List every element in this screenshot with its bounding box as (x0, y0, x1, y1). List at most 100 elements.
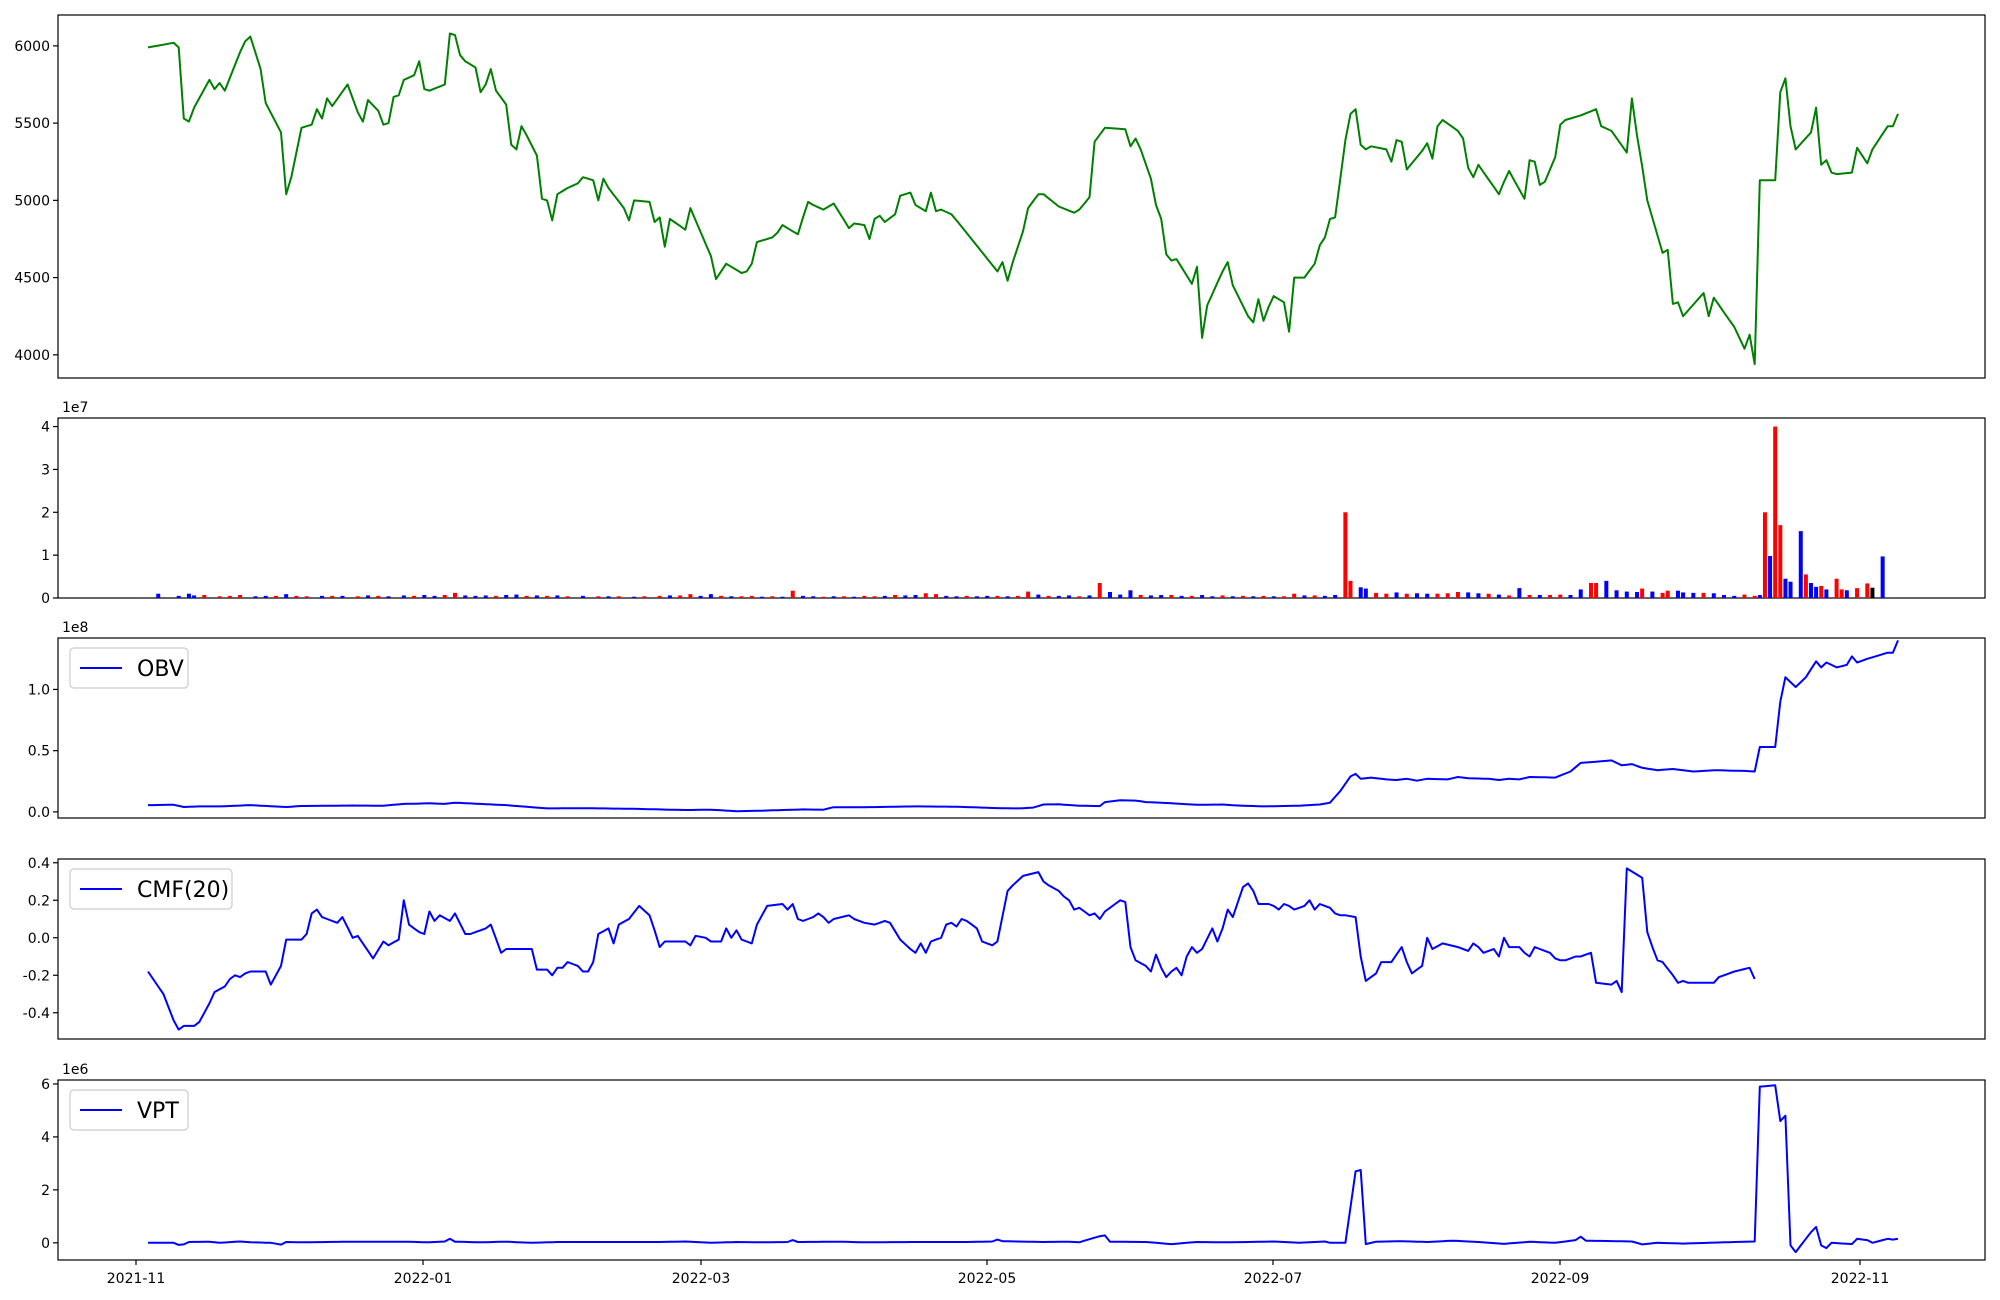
x-tick-label: 2022-01 (394, 1271, 453, 1287)
volume-bar (1691, 592, 1696, 598)
volume-bar (319, 595, 324, 598)
volume-bar (1701, 592, 1706, 598)
volume-bar (1788, 581, 1793, 598)
volume-bar (483, 595, 488, 598)
volume-bar (678, 595, 683, 598)
x-tick-label: 2022-03 (672, 1271, 731, 1287)
volume-bar (1189, 595, 1194, 598)
volume-bar (1404, 593, 1409, 598)
volume-bar (1015, 595, 1020, 598)
volume-bar (534, 595, 539, 598)
volume-bar (273, 595, 278, 598)
vpt-legend: VPT (69, 1089, 189, 1131)
volume-bar (453, 592, 458, 598)
volume-bar (1517, 588, 1522, 598)
volume-bar (1537, 595, 1542, 598)
volume-bar (1046, 595, 1051, 598)
volume-bar (504, 595, 509, 598)
volume-bar (1118, 594, 1123, 598)
volume-bar (1578, 589, 1583, 598)
volume-bar (1230, 596, 1235, 598)
volume-bar (811, 596, 816, 598)
volume-bar (1839, 589, 1844, 598)
volume-bar (780, 596, 785, 598)
volume-bar (1159, 595, 1164, 598)
volume-bar (1824, 589, 1829, 598)
volume-bar (1604, 580, 1609, 598)
volume-bar (632, 596, 637, 598)
volume-bar (294, 595, 299, 598)
price-y-tick-label: 5500 (14, 116, 50, 132)
volume-bar (1026, 591, 1031, 598)
x-tick-label: 2022-07 (1244, 1271, 1303, 1287)
volume-bar (1435, 593, 1440, 598)
volume-bar (1681, 592, 1686, 598)
volume-bar (1732, 595, 1737, 598)
volume-bar (1711, 593, 1716, 598)
volume-bar (642, 596, 647, 598)
volume-bar (186, 593, 191, 598)
volume-bar (1476, 593, 1481, 598)
volume-bar (1077, 596, 1082, 598)
volume-bar (1640, 588, 1645, 598)
obv-legend-label: OBV (137, 657, 184, 682)
volume-bar (739, 596, 744, 598)
cmf-y-tick-label: 0.2 (28, 893, 50, 909)
volume-bar (596, 596, 601, 598)
cmf-y-tick-label: 0.0 (28, 931, 50, 947)
price-axes-frame (57, 14, 1986, 379)
volume-bar (386, 596, 391, 598)
price-y-tick-label: 5000 (14, 193, 50, 209)
volume-bar (1814, 586, 1819, 598)
x-tick-label: 2022-09 (1531, 1271, 1590, 1287)
volume-bar (1834, 578, 1839, 598)
volume-bar (1798, 531, 1803, 598)
volume-bar (760, 596, 765, 598)
volume-bar (719, 595, 724, 598)
volume-bar (442, 595, 447, 598)
volume-bar (1773, 426, 1778, 598)
vpt-y-tick-label: 4 (41, 1130, 50, 1146)
volume-bar (463, 595, 468, 598)
volume-bar (1220, 595, 1225, 598)
volume-bar (1281, 596, 1286, 598)
volume-bar (1752, 595, 1757, 598)
volume-bar (545, 595, 550, 598)
volume-bar (1056, 595, 1061, 598)
volume-bar (841, 596, 846, 598)
volume-bar (1251, 596, 1256, 598)
volume-bar (1169, 595, 1174, 598)
volume-bar (1870, 587, 1875, 598)
vpt-series-line (148, 1084, 1899, 1254)
vpt-y-tick-label: 2 (41, 1183, 50, 1199)
volume-bar (1005, 596, 1010, 598)
volume-y-tick-label: 0 (41, 591, 50, 607)
volume-bar (192, 595, 197, 598)
volume-bar (1650, 591, 1655, 598)
cmf-series-line (147, 867, 1756, 1031)
volume-bar (1865, 583, 1870, 598)
volume-bar (227, 595, 232, 598)
volume-bar (1333, 595, 1338, 598)
volume-bar (708, 594, 713, 598)
volume-bar (852, 596, 857, 598)
volume-bar (1148, 595, 1153, 598)
volume-bar (1302, 595, 1307, 598)
volume-bar (985, 595, 990, 598)
volume-bar (770, 596, 775, 598)
volume-bar (1128, 590, 1133, 598)
obv-series-line (148, 640, 1899, 813)
obv-legend: OBV (69, 647, 189, 689)
volume-bar (800, 595, 805, 598)
volume-bar (1548, 595, 1553, 598)
price-series-line (147, 32, 1899, 366)
volume-bar (202, 595, 207, 598)
volume-bar (974, 596, 979, 598)
volume-bar (729, 596, 734, 598)
volume-bar (944, 595, 949, 598)
x-axis: 2021-11 2022-01 2022-03 2022-05 2022-07 2022-… (107, 1260, 1889, 1287)
cmf-axes-frame (57, 858, 1986, 1040)
volume-bar (422, 595, 427, 598)
volume-bar (1675, 590, 1680, 598)
cmf-y-tick-label: -0.4 (23, 1006, 50, 1022)
